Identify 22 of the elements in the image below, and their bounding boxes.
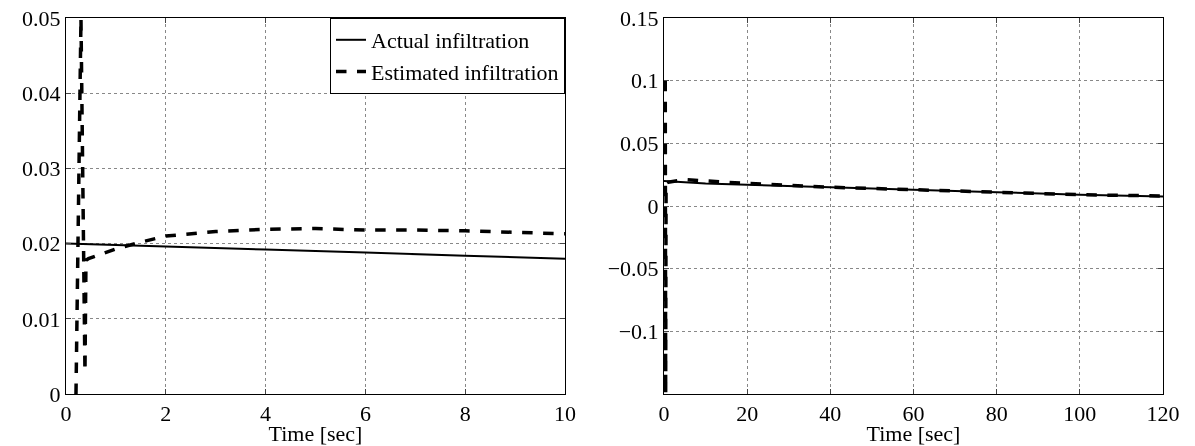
x-tick-label: 80 xyxy=(985,401,1008,427)
y-tick-label: −0.05 xyxy=(607,256,659,282)
y-tick-label: 0.01 xyxy=(22,306,61,332)
x-tick-label: 40 xyxy=(819,401,842,427)
y-tick-label: 0.1 xyxy=(631,68,659,94)
y-tick-label: 0.05 xyxy=(22,5,61,31)
y-tick-label: 0 xyxy=(49,381,61,407)
y-tick-label: 0 xyxy=(647,193,659,219)
y-tick-label: 0.02 xyxy=(22,231,61,257)
x-tick-label: 8 xyxy=(459,401,471,427)
y-tick-label: 0.03 xyxy=(22,156,61,182)
x-tick-label: 2 xyxy=(160,401,172,427)
x-tick-label: 10 xyxy=(554,401,576,427)
x-tick-label: 20 xyxy=(736,401,759,427)
legend-label: Actual infiltration xyxy=(371,28,530,54)
y-tick-label: 0.04 xyxy=(22,80,61,106)
x-tick-label: 120 xyxy=(1146,401,1180,427)
y-tick-label: 0.05 xyxy=(620,131,659,157)
y-tick-label: −0.1 xyxy=(618,319,659,345)
legend-label: Estimated infiltration xyxy=(371,59,559,85)
y-tick-label: 0.15 xyxy=(620,5,659,31)
x-tick-label: 100 xyxy=(1063,401,1097,427)
